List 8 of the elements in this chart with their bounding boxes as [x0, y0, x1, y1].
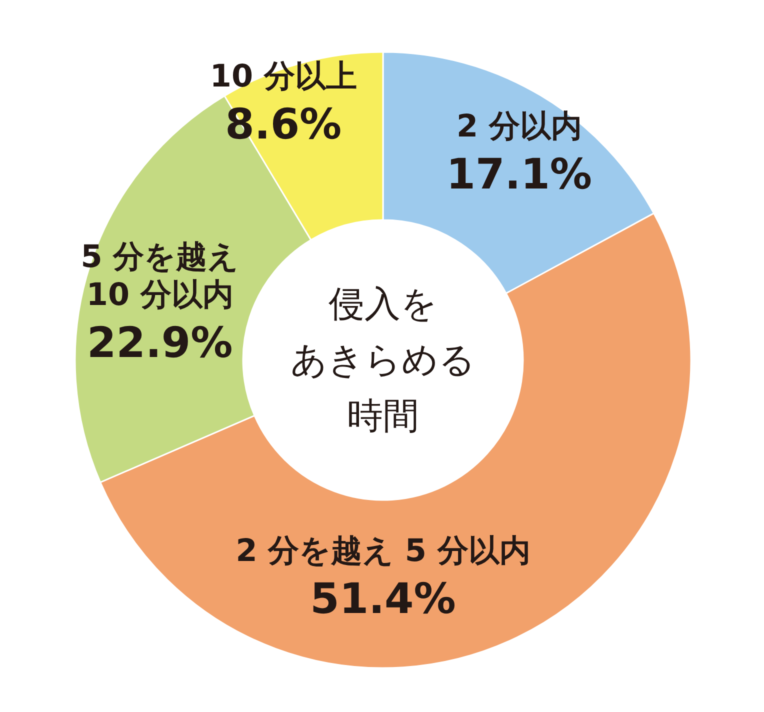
text: 侵入をあきらめる時間 — [290, 284, 476, 437]
data-label: 22.9% — [87, 318, 233, 368]
slice-label: 5 分を越え 10 分以内 — [80, 239, 240, 314]
slice-label: 2 分以内 — [456, 108, 582, 144]
slice-label: 10 分以上 — [210, 58, 357, 94]
slice-label: 2 分を越え 5 分以内 — [236, 533, 530, 569]
data-label: 17.1% — [446, 149, 592, 198]
data-label: 51.4% — [310, 574, 456, 623]
